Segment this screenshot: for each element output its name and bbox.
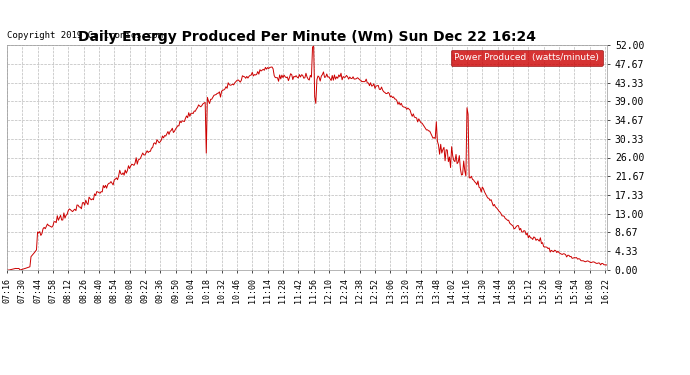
Legend: Power Produced  (watts/minute): Power Produced (watts/minute) xyxy=(451,50,602,66)
Title: Daily Energy Produced Per Minute (Wm) Sun Dec 22 16:24: Daily Energy Produced Per Minute (Wm) Su… xyxy=(78,30,536,44)
Text: Copyright 2019 Cartronics.com: Copyright 2019 Cartronics.com xyxy=(7,32,163,40)
